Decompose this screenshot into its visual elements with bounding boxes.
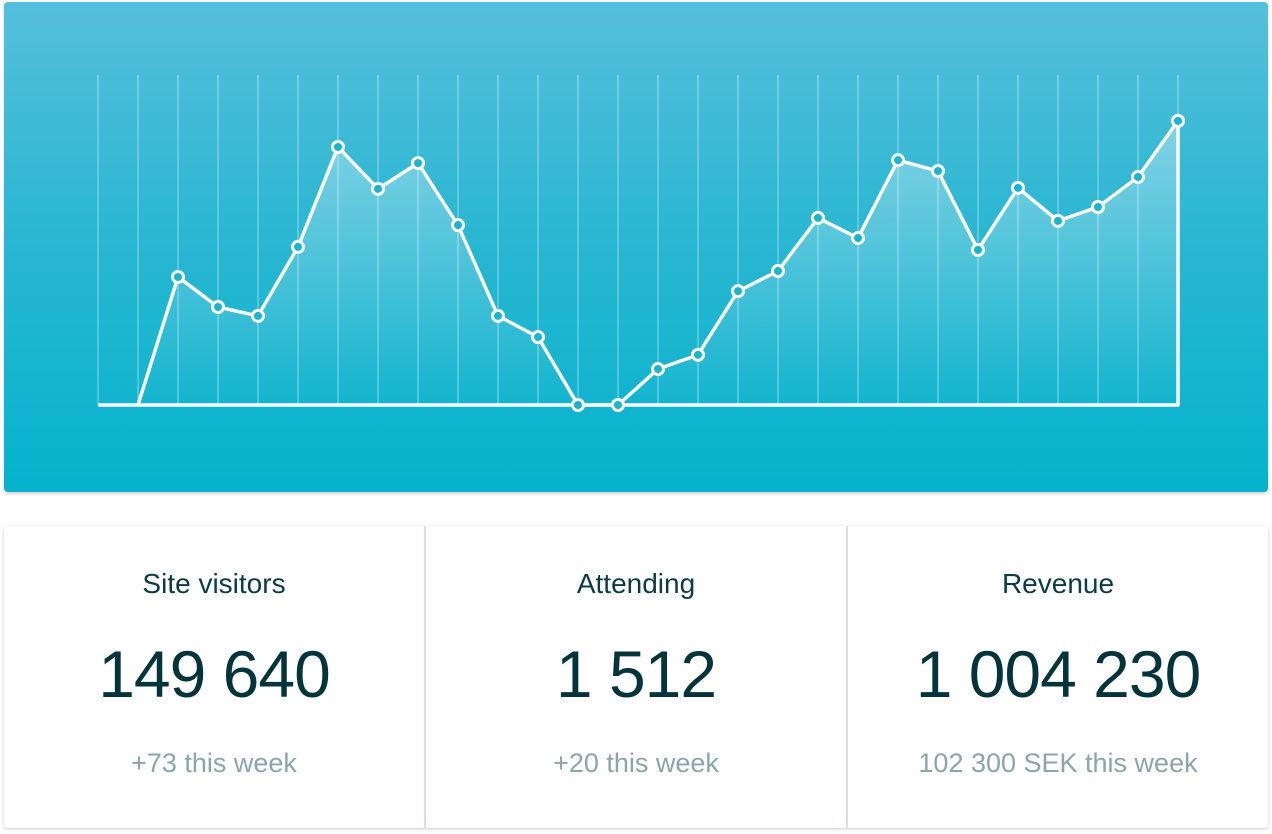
data-point xyxy=(251,308,265,323)
data-point xyxy=(371,181,385,196)
stats-row: Site visitors 149 640 +73 this week Atte… xyxy=(4,526,1268,828)
stat-revenue: Revenue 1 004 230 102 300 SEK this week xyxy=(848,526,1268,828)
data-point xyxy=(1131,169,1145,184)
data-point xyxy=(211,299,225,314)
data-point xyxy=(451,218,465,233)
area-fill xyxy=(138,120,1178,406)
data-point xyxy=(811,210,825,225)
stat-label: Site visitors xyxy=(142,568,286,599)
stat-weekly-change: +73 this week xyxy=(131,748,297,778)
line-chart xyxy=(97,75,1185,412)
data-point xyxy=(1171,113,1185,128)
stat-value: 149 640 xyxy=(98,637,331,711)
data-point xyxy=(1011,180,1025,195)
data-point xyxy=(571,398,585,412)
data-point xyxy=(851,231,865,246)
data-point xyxy=(931,164,945,179)
stat-attending: Attending 1 512 +20 this week xyxy=(426,526,848,828)
data-point xyxy=(611,398,625,412)
data-point xyxy=(771,264,785,279)
stat-weekly-change: +20 this week xyxy=(553,748,719,778)
data-point xyxy=(491,308,505,323)
data-point xyxy=(651,362,665,377)
data-point xyxy=(691,347,705,362)
stat-value: 1 512 xyxy=(555,637,717,711)
data-point xyxy=(291,239,305,254)
stat-site-visitors: Site visitors 149 640 +73 this week xyxy=(4,526,426,828)
data-point xyxy=(1091,200,1105,214)
data-point xyxy=(411,156,425,171)
stat-label: Attending xyxy=(576,568,696,599)
stat-value: 1 004 230 xyxy=(915,637,1202,711)
data-point xyxy=(971,242,985,257)
data-point xyxy=(1051,213,1065,228)
data-point xyxy=(731,284,745,299)
data-point xyxy=(331,139,345,154)
data-point xyxy=(891,153,905,168)
chart-panel xyxy=(4,2,1268,492)
stat-label: Revenue xyxy=(1001,568,1115,599)
data-point xyxy=(171,269,185,284)
stat-weekly-change: 102 300 SEK this week xyxy=(918,748,1198,778)
data-point xyxy=(531,330,545,345)
